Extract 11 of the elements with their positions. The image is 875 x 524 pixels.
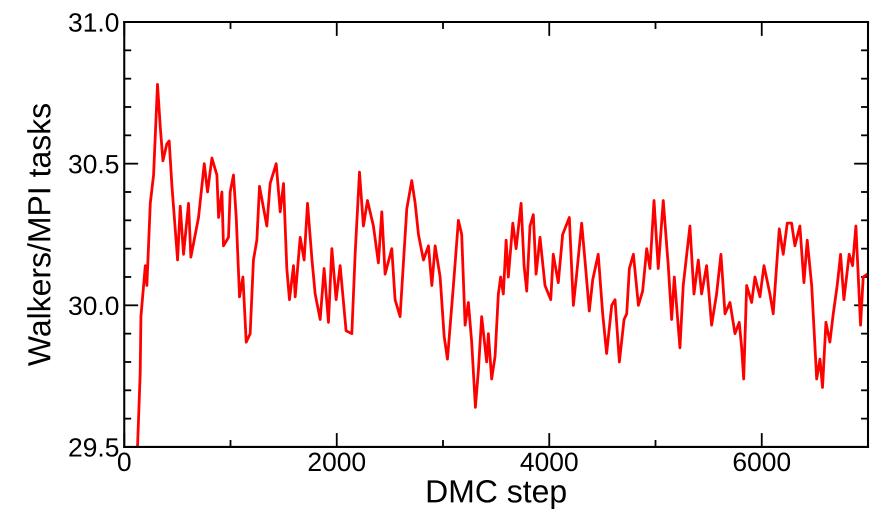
x-tick-label: 0: [118, 452, 131, 472]
x-tick-label: 2000: [308, 452, 366, 472]
y-tick-label: 30.0: [69, 296, 118, 316]
y-tick-label: 31.0: [69, 13, 118, 32]
y-tick-label: 30.5: [69, 154, 118, 174]
x-tick-label: 4000: [520, 452, 578, 472]
x-axis-title: DMC step: [428, 480, 566, 509]
y-tick-label: 29.5: [69, 438, 118, 457]
x-tick-label: 6000: [734, 452, 790, 472]
line-series: [136, 82, 868, 447]
y-axis-title: Walkers/MPI tasks: [27, 104, 51, 366]
